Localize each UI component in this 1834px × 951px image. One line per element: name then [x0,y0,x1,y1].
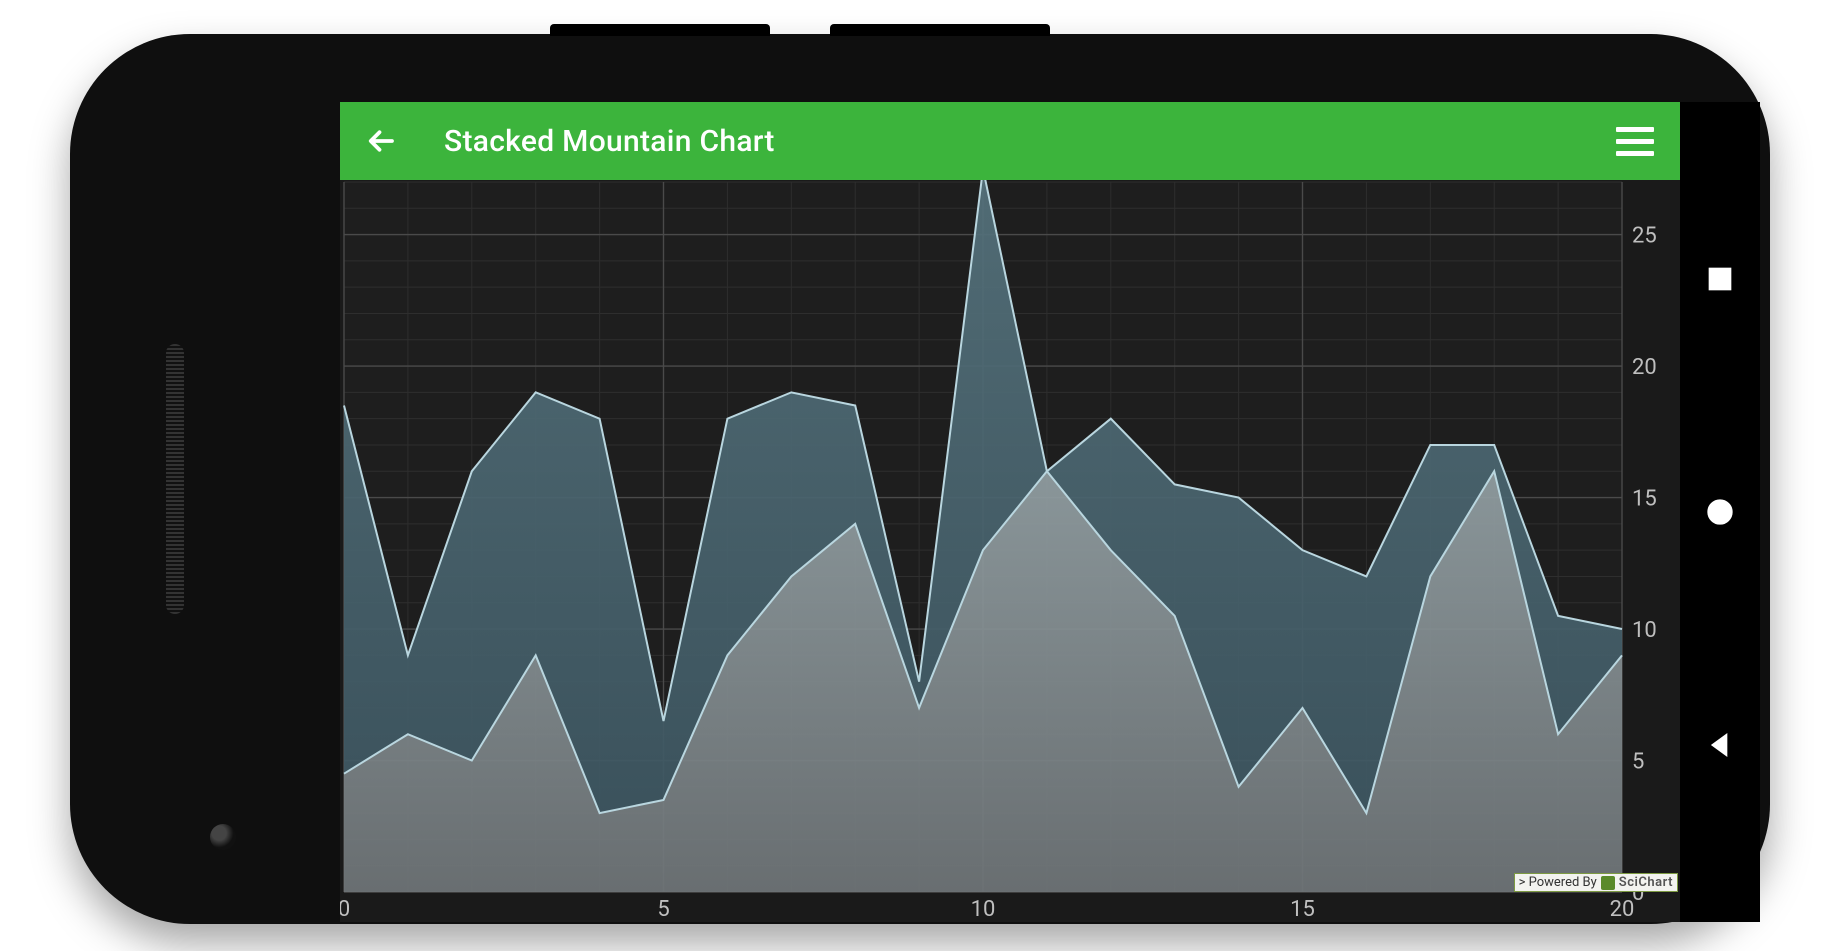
back-arrow-icon [367,126,397,156]
scichart-logo-icon [1601,876,1615,890]
circle-icon [1704,496,1736,528]
powered-by-badge[interactable]: > Powered By SciChart [1514,873,1678,892]
menu-button[interactable] [1616,119,1660,163]
x-tick-label: 5 [657,897,669,922]
device-screen: Stacked Mountain Chart 05101520250510152… [340,102,1760,922]
x-tick-label: 0 [340,897,350,922]
app-viewport: Stacked Mountain Chart 05101520250510152… [340,102,1680,922]
nav-home-button[interactable] [1704,496,1736,528]
stacked-mountain-chart: 051015202505101520 [340,180,1680,922]
phone-frame: Stacked Mountain Chart 05101520250510152… [70,34,1770,924]
nav-recent-button[interactable] [1704,263,1736,295]
y-tick-label: 10 [1632,618,1657,643]
square-icon [1704,263,1736,295]
hamburger-icon [1616,127,1654,132]
nav-back-button[interactable] [1704,729,1736,761]
powered-by-prefix: > Powered By [1519,875,1597,890]
x-tick-label: 10 [971,897,996,922]
android-nav-bar [1680,102,1760,922]
x-tick-label: 15 [1290,897,1315,922]
y-tick-label: 20 [1632,355,1657,380]
y-tick-label: 5 [1632,750,1644,775]
y-tick-label: 15 [1632,487,1657,512]
app-header: Stacked Mountain Chart [340,102,1680,180]
speaker-grill-left [166,344,184,614]
powered-by-brand: SciChart [1619,875,1673,890]
back-button[interactable] [360,119,404,163]
x-tick-label: 20 [1610,897,1635,922]
triangle-icon [1704,729,1736,761]
y-tick-label: 25 [1632,224,1657,249]
front-camera [210,824,236,850]
chart-area[interactable]: 051015202505101520 > Powered By SciChart [340,180,1680,922]
page-title: Stacked Mountain Chart [444,124,775,159]
